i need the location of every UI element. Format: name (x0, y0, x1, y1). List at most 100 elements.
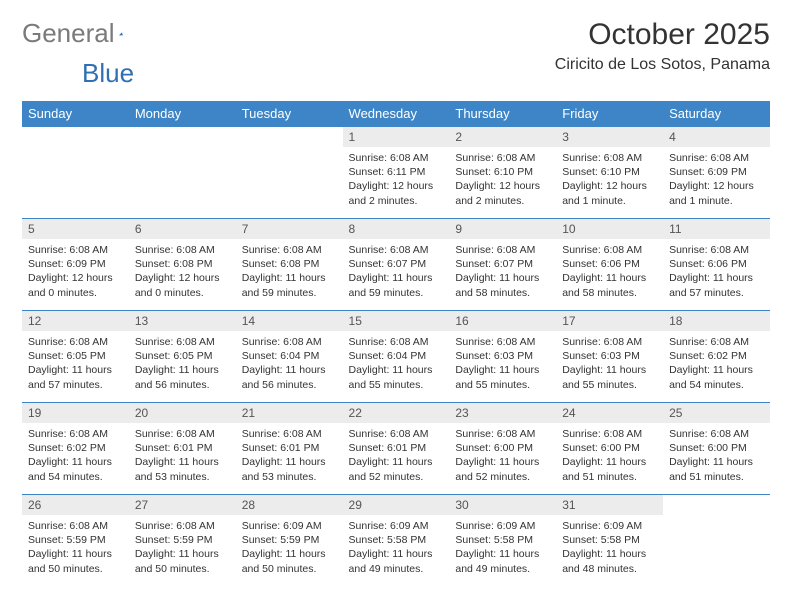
day-number-bar: 2 (449, 127, 556, 147)
sunrise-text: Sunrise: 6:08 AM (135, 243, 230, 257)
daylight-text: Daylight: 12 hours and 1 minute. (669, 179, 764, 207)
calendar-day-cell (22, 127, 129, 219)
calendar-week-row: 1Sunrise: 6:08 AMSunset: 6:11 PMDaylight… (22, 127, 770, 219)
sunrise-text: Sunrise: 6:08 AM (562, 335, 657, 349)
day-number-bar: 30 (449, 495, 556, 515)
sunrise-text: Sunrise: 6:08 AM (455, 335, 550, 349)
sunrise-text: Sunrise: 6:08 AM (242, 243, 337, 257)
sunset-text: Sunset: 5:58 PM (349, 533, 444, 547)
sunrise-text: Sunrise: 6:08 AM (455, 151, 550, 165)
sunrise-text: Sunrise: 6:08 AM (28, 243, 123, 257)
day-cell-body: Sunrise: 6:08 AMSunset: 6:11 PMDaylight:… (343, 147, 450, 214)
day-number-bar: 17 (556, 311, 663, 331)
brand-text-gray: General (22, 18, 115, 49)
daylight-text: Daylight: 11 hours and 55 minutes. (455, 363, 550, 391)
daylight-text: Daylight: 11 hours and 50 minutes. (242, 547, 337, 575)
day-number-bar: 15 (343, 311, 450, 331)
day-number-bar: 26 (22, 495, 129, 515)
sunset-text: Sunset: 5:58 PM (455, 533, 550, 547)
sunset-text: Sunset: 6:00 PM (669, 441, 764, 455)
sunrise-text: Sunrise: 6:08 AM (562, 151, 657, 165)
calendar-week-row: 5Sunrise: 6:08 AMSunset: 6:09 PMDaylight… (22, 219, 770, 311)
day-number-bar (22, 127, 129, 147)
day-cell-body: Sunrise: 6:08 AMSunset: 5:59 PMDaylight:… (22, 515, 129, 582)
brand-text-blue: Blue (82, 58, 134, 88)
day-number-bar: 12 (22, 311, 129, 331)
location-subtitle: Ciricito de Los Sotos, Panama (555, 56, 770, 74)
day-cell-body: Sunrise: 6:09 AMSunset: 5:58 PMDaylight:… (343, 515, 450, 582)
calendar-day-cell: 12Sunrise: 6:08 AMSunset: 6:05 PMDayligh… (22, 311, 129, 403)
calendar-day-cell: 3Sunrise: 6:08 AMSunset: 6:10 PMDaylight… (556, 127, 663, 219)
daylight-text: Daylight: 12 hours and 0 minutes. (28, 271, 123, 299)
day-cell-body: Sunrise: 6:08 AMSunset: 6:01 PMDaylight:… (343, 423, 450, 490)
calendar-day-cell: 9Sunrise: 6:08 AMSunset: 6:07 PMDaylight… (449, 219, 556, 311)
sunrise-text: Sunrise: 6:08 AM (242, 335, 337, 349)
sunrise-text: Sunrise: 6:09 AM (562, 519, 657, 533)
daylight-text: Daylight: 12 hours and 0 minutes. (135, 271, 230, 299)
calendar-day-cell: 29Sunrise: 6:09 AMSunset: 5:58 PMDayligh… (343, 495, 450, 587)
day-cell-body: Sunrise: 6:08 AMSunset: 6:08 PMDaylight:… (129, 239, 236, 306)
sunset-text: Sunset: 6:10 PM (455, 165, 550, 179)
day-cell-body: Sunrise: 6:08 AMSunset: 6:00 PMDaylight:… (556, 423, 663, 490)
day-number-bar: 31 (556, 495, 663, 515)
calendar-day-cell: 13Sunrise: 6:08 AMSunset: 6:05 PMDayligh… (129, 311, 236, 403)
daylight-text: Daylight: 11 hours and 58 minutes. (562, 271, 657, 299)
day-cell-body: Sunrise: 6:09 AMSunset: 5:59 PMDaylight:… (236, 515, 343, 582)
daylight-text: Daylight: 11 hours and 49 minutes. (349, 547, 444, 575)
daylight-text: Daylight: 11 hours and 56 minutes. (135, 363, 230, 391)
sunset-text: Sunset: 5:59 PM (28, 533, 123, 547)
sunrise-text: Sunrise: 6:08 AM (669, 151, 764, 165)
calendar-day-cell: 23Sunrise: 6:08 AMSunset: 6:00 PMDayligh… (449, 403, 556, 495)
calendar-day-cell: 30Sunrise: 6:09 AMSunset: 5:58 PMDayligh… (449, 495, 556, 587)
day-header: Wednesday (343, 101, 450, 127)
calendar-day-cell: 6Sunrise: 6:08 AMSunset: 6:08 PMDaylight… (129, 219, 236, 311)
day-cell-body: Sunrise: 6:08 AMSunset: 6:01 PMDaylight:… (236, 423, 343, 490)
daylight-text: Daylight: 11 hours and 49 minutes. (455, 547, 550, 575)
day-number-bar (129, 127, 236, 147)
sunrise-text: Sunrise: 6:08 AM (135, 427, 230, 441)
calendar-day-cell: 8Sunrise: 6:08 AMSunset: 6:07 PMDaylight… (343, 219, 450, 311)
sunrise-text: Sunrise: 6:09 AM (455, 519, 550, 533)
calendar-day-cell: 10Sunrise: 6:08 AMSunset: 6:06 PMDayligh… (556, 219, 663, 311)
sunset-text: Sunset: 6:03 PM (455, 349, 550, 363)
sunrise-text: Sunrise: 6:08 AM (349, 427, 444, 441)
day-cell-body: Sunrise: 6:08 AMSunset: 6:02 PMDaylight:… (22, 423, 129, 490)
day-number-bar: 23 (449, 403, 556, 423)
day-number-bar: 13 (129, 311, 236, 331)
daylight-text: Daylight: 11 hours and 59 minutes. (349, 271, 444, 299)
day-cell-body: Sunrise: 6:08 AMSunset: 6:07 PMDaylight:… (343, 239, 450, 306)
sunrise-text: Sunrise: 6:09 AM (349, 519, 444, 533)
sunset-text: Sunset: 6:02 PM (669, 349, 764, 363)
day-number-bar: 6 (129, 219, 236, 239)
calendar-day-cell: 24Sunrise: 6:08 AMSunset: 6:00 PMDayligh… (556, 403, 663, 495)
day-number-bar: 18 (663, 311, 770, 331)
calendar-day-cell: 2 Sunrise: 6:08 AMSunset: 6:10 PMDaylight… (449, 127, 556, 219)
day-cell-body: Sunrise: 6:08 AMSunset: 6:00 PMDaylight:… (449, 423, 556, 490)
day-number-bar: 20 (129, 403, 236, 423)
daylight-text: Daylight: 12 hours and 2 minutes. (455, 179, 550, 207)
calendar-day-cell: 18Sunrise: 6:08 AMSunset: 6:02 PMDayligh… (663, 311, 770, 403)
day-number-bar: 11 (663, 219, 770, 239)
daylight-text: Daylight: 11 hours and 50 minutes. (28, 547, 123, 575)
sunset-text: Sunset: 6:03 PM (562, 349, 657, 363)
day-number-bar: 9 (449, 219, 556, 239)
daylight-text: Daylight: 11 hours and 50 minutes. (135, 547, 230, 575)
month-title: October 2025 (555, 18, 770, 52)
sunset-text: Sunset: 6:00 PM (455, 441, 550, 455)
day-cell-body: Sunrise: 6:09 AMSunset: 5:58 PMDaylight:… (449, 515, 556, 582)
sunrise-text: Sunrise: 6:08 AM (562, 243, 657, 257)
day-number-bar: 24 (556, 403, 663, 423)
sunset-text: Sunset: 6:11 PM (349, 165, 444, 179)
day-cell-body: Sunrise: 6:08 AMSunset: 6:08 PMDaylight:… (236, 239, 343, 306)
sunrise-text: Sunrise: 6:08 AM (669, 243, 764, 257)
daylight-text: Daylight: 11 hours and 59 minutes. (242, 271, 337, 299)
day-cell-body: Sunrise: 6:08 AMSunset: 6:05 PMDaylight:… (22, 331, 129, 398)
sunset-text: Sunset: 6:06 PM (669, 257, 764, 271)
day-cell-body: Sunrise: 6:08 AMSunset: 6:03 PMDaylight:… (556, 331, 663, 398)
sunset-text: Sunset: 6:04 PM (349, 349, 444, 363)
calendar-day-cell: 16Sunrise: 6:08 AMSunset: 6:03 PMDayligh… (449, 311, 556, 403)
day-number-bar: 7 (236, 219, 343, 239)
sunset-text: Sunset: 6:05 PM (135, 349, 230, 363)
day-header: Saturday (663, 101, 770, 127)
day-number-bar: 29 (343, 495, 450, 515)
